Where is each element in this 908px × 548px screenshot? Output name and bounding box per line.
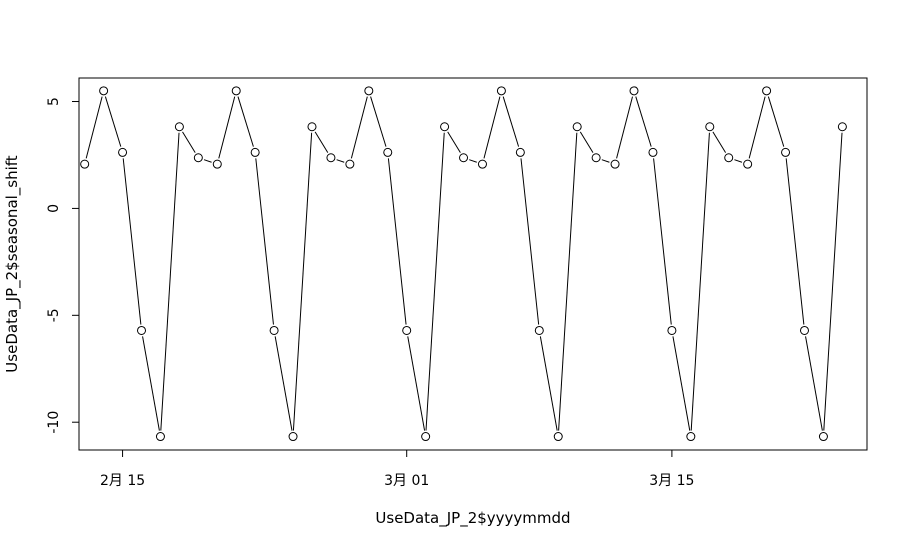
data-point [269, 325, 279, 335]
data-point [818, 432, 828, 442]
series-segment [823, 132, 843, 431]
plot-frame [78, 77, 868, 451]
data-point [440, 122, 450, 132]
data-point [193, 153, 203, 163]
series-segment [539, 336, 558, 431]
series-segment [203, 159, 212, 163]
series-segment [336, 159, 345, 163]
data-point [421, 432, 431, 442]
series-segment [653, 158, 672, 325]
y-axis: 5 0 -5 -10 [46, 97, 79, 434]
series-segment [142, 336, 160, 431]
x-tick-label: 2月 15 [100, 473, 145, 489]
data-point [477, 159, 487, 169]
data-point [553, 432, 563, 442]
series-segment [292, 132, 313, 431]
series-segment [805, 336, 823, 431]
data-point [591, 153, 601, 163]
series-seasonal-shift [80, 86, 847, 442]
data-point [781, 147, 791, 157]
y-tick-label: -5 [46, 308, 62, 322]
series-segment [579, 131, 594, 153]
data-point [174, 122, 184, 132]
data-point [118, 147, 128, 157]
data-point [667, 325, 677, 335]
data-point [648, 147, 658, 157]
data-point [459, 153, 469, 163]
series-segment [785, 158, 805, 325]
data-point [137, 325, 147, 335]
data-point [80, 159, 90, 169]
series-segment [407, 336, 426, 431]
y-tick-label: 0 [46, 204, 62, 213]
series-segment [483, 96, 501, 159]
x-tick-label: 3月 01 [384, 473, 429, 489]
series-segment [601, 159, 610, 163]
data-point [307, 122, 317, 132]
series-segment [218, 96, 236, 159]
data-point [572, 122, 582, 132]
series-segment [616, 96, 633, 159]
data-point [837, 122, 847, 132]
y-tick-label: 5 [46, 97, 62, 106]
series-segment [387, 158, 407, 325]
data-point [288, 432, 298, 442]
series-segment [350, 96, 368, 159]
series-segment [425, 132, 445, 431]
data-point [231, 86, 241, 96]
data-point [212, 159, 222, 169]
data-point [610, 159, 620, 169]
series-segment [748, 96, 766, 159]
series-segment [502, 96, 520, 147]
data-point [629, 86, 639, 96]
data-point [515, 147, 525, 157]
y-axis-title: UseData_JP_2$seasonal_shift [3, 155, 22, 372]
series-segment [182, 131, 196, 153]
series-segment [255, 158, 274, 325]
x-axis: 2月 15 3月 01 3月 15 [100, 450, 694, 489]
series-segment [122, 158, 142, 325]
data-point [724, 153, 734, 163]
data-point [364, 86, 374, 96]
series-segment [469, 159, 477, 163]
data-point [99, 86, 109, 96]
series-segment [558, 132, 578, 431]
series-segment [767, 96, 785, 147]
data-point [402, 325, 412, 335]
series-segment [520, 158, 540, 325]
series-segment [672, 336, 691, 431]
data-point [250, 147, 260, 157]
x-tick-label: 3月 15 [649, 473, 694, 489]
data-point [686, 432, 696, 442]
data-point [326, 153, 336, 163]
series-segment [734, 159, 743, 163]
series-segment [712, 131, 727, 153]
series-segment [690, 132, 710, 431]
data-point [496, 86, 506, 96]
series-segment [447, 131, 461, 153]
series-segment [314, 131, 329, 153]
y-tick-label: -10 [46, 411, 62, 434]
data-point [155, 432, 165, 442]
data-point [345, 159, 355, 169]
series-segment [160, 132, 180, 431]
series-segment [635, 96, 652, 147]
data-point [705, 122, 715, 132]
series-segment [370, 96, 387, 147]
series-segment [104, 96, 122, 147]
series-segment [85, 96, 103, 159]
series-segment [237, 96, 254, 147]
x-axis-title: UseData_JP_2$yyyymmdd [375, 509, 570, 528]
data-point [383, 147, 393, 157]
series-segment [274, 336, 293, 431]
data-point [534, 325, 544, 335]
data-point [743, 159, 753, 169]
data-point [799, 325, 809, 335]
data-point [762, 86, 772, 96]
